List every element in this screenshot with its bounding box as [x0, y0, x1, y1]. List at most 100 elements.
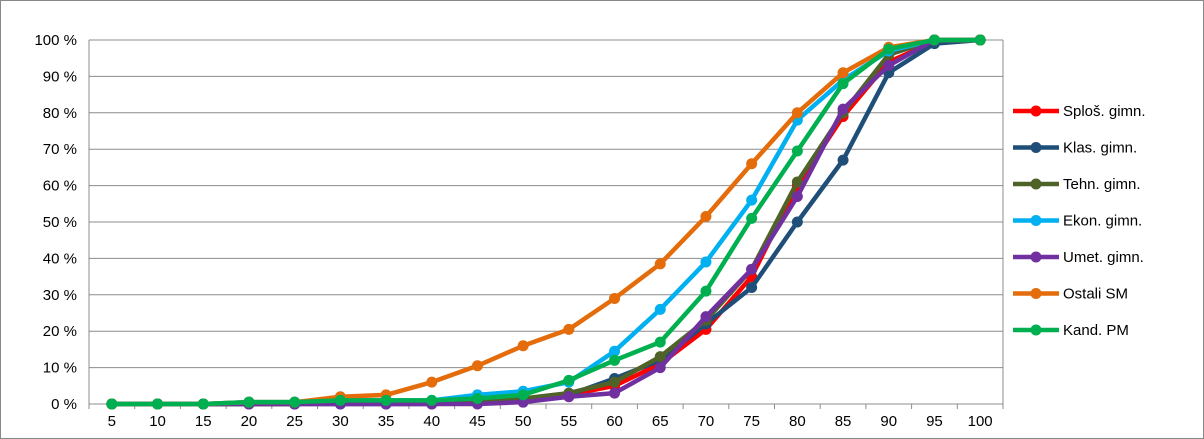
data-point [700, 256, 712, 268]
legend-swatch-marker [1030, 215, 1042, 226]
x-tick-label: 70 [698, 413, 715, 430]
legend-swatch-marker [1030, 142, 1042, 153]
data-point [746, 212, 758, 224]
data-point [837, 78, 849, 90]
data-point [426, 376, 438, 388]
data-point [106, 398, 118, 410]
legend: Sploš. gimn. Klas. gimn. Tehn. gimn. Ekon. … [1013, 103, 1146, 339]
data-point [791, 176, 803, 188]
data-point [654, 303, 666, 315]
x-tick-label: 55 [561, 413, 578, 430]
legend-swatch-marker [1030, 288, 1042, 299]
x-tick-label: 40 [423, 413, 440, 430]
x-tick-label: 65 [652, 413, 669, 430]
data-point [791, 216, 803, 228]
legend-label: Ekon. gimn. [1063, 213, 1142, 230]
legend-label: Klas. gimn. [1063, 140, 1137, 157]
data-point [654, 336, 666, 348]
x-tick-label: 5 [108, 413, 116, 430]
x-tick-label: 75 [743, 413, 760, 430]
data-point [609, 292, 621, 304]
legend-swatch-marker [1030, 178, 1042, 190]
data-point [609, 376, 621, 388]
data-point [746, 282, 758, 294]
data-point [517, 340, 529, 352]
legend-item: Kand. PM [1013, 322, 1129, 339]
x-tick-label: 50 [515, 413, 532, 430]
data-point [609, 387, 621, 399]
data-point [746, 194, 758, 206]
data-point [746, 263, 758, 275]
data-point [837, 67, 849, 79]
data-point [380, 394, 392, 406]
x-tick-label: 35 [378, 413, 395, 430]
data-point [746, 158, 758, 170]
legend-item: Tehn. gimn. [1013, 176, 1141, 193]
data-point [654, 258, 666, 270]
y-tick-label: 80 % [43, 105, 77, 122]
data-point [654, 351, 666, 363]
legend-item: Ekon. gimn. [1013, 213, 1142, 230]
y-axis-tick-labels: 0 % 10 % 20 % 30 % 40 % 50 % 60 % 70 % 80 % 90 % 1… [34, 32, 77, 413]
data-point [471, 360, 483, 372]
data-point [563, 391, 575, 403]
legend-swatch-marker [1030, 324, 1042, 336]
data-point [791, 191, 803, 203]
data-point [928, 34, 940, 46]
legend-item: Klas. gimn. [1013, 140, 1137, 157]
data-point [243, 396, 255, 408]
y-tick-label: 0 % [51, 396, 77, 413]
legend-item: Ostali SM [1013, 286, 1128, 303]
data-point [700, 311, 712, 323]
legend-swatch-marker [1030, 105, 1042, 117]
data-point [700, 285, 712, 297]
data-point [471, 393, 483, 405]
x-tick-label: 90 [880, 413, 897, 430]
legend-item: Sploš. gimn. [1013, 103, 1146, 120]
y-tick-label: 50 % [43, 214, 77, 231]
x-tick-label: 25 [286, 413, 303, 430]
data-point [654, 362, 666, 374]
data-point [791, 145, 803, 157]
y-tick-label: 30 % [43, 287, 77, 304]
data-point [883, 59, 895, 71]
data-point [197, 398, 209, 410]
data-point [517, 389, 529, 401]
y-tick-label: 100 % [34, 32, 77, 49]
legend-label: Tehn. gimn. [1063, 176, 1141, 193]
data-point [837, 154, 849, 166]
x-tick-label: 20 [241, 413, 258, 430]
x-tick-label: 95 [926, 413, 943, 430]
gridlines [89, 39, 1003, 405]
y-tick-label: 10 % [43, 360, 77, 377]
data-point [974, 34, 986, 46]
x-tick-label: 85 [835, 413, 852, 430]
data-point [334, 394, 346, 406]
legend-item: Umet. gimn. [1013, 249, 1144, 266]
data-point [700, 211, 712, 223]
x-tick-label: 15 [195, 413, 212, 430]
data-point [426, 394, 438, 406]
y-tick-label: 40 % [43, 250, 77, 267]
y-tick-label: 90 % [43, 68, 77, 85]
data-point [563, 323, 575, 335]
x-tick-label: 10 [149, 413, 166, 430]
series-line [111, 37, 981, 407]
series-7 [106, 34, 986, 410]
x-tick-label: 45 [469, 413, 486, 430]
x-tick-label: 60 [606, 413, 623, 430]
series-lines [106, 34, 986, 410]
data-point [791, 107, 803, 119]
x-tick-label: 30 [332, 413, 349, 430]
data-point [837, 103, 849, 115]
y-tick-label: 60 % [43, 178, 77, 195]
y-tick-label: 20 % [43, 323, 77, 340]
data-point [563, 374, 575, 386]
plot-area [88, 40, 1004, 409]
legend-label: Umet. gimn. [1063, 249, 1144, 266]
data-point [883, 43, 895, 55]
data-point [609, 345, 621, 357]
legend-label: Sploš. gimn. [1063, 103, 1146, 120]
